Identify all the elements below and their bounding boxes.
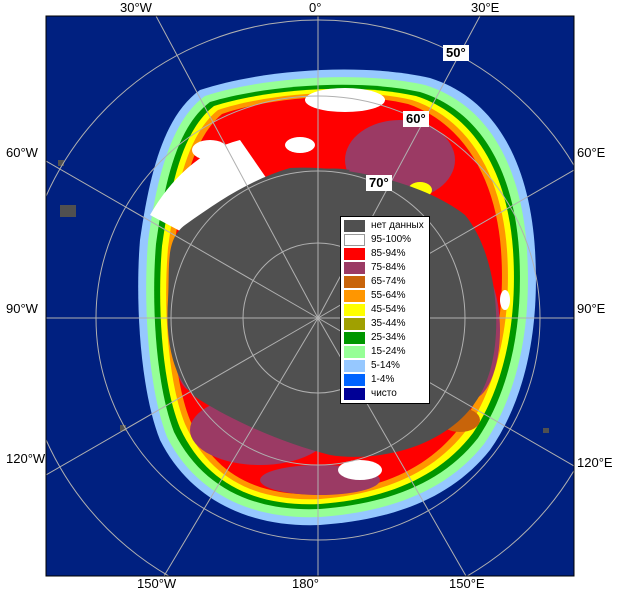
legend-item: 75-84% xyxy=(344,262,428,274)
legend-label: 35-44% xyxy=(371,318,406,329)
legend-label: 95-100% xyxy=(371,234,412,245)
graticule xyxy=(46,16,574,576)
lat-label-50: 50° xyxy=(443,45,469,61)
legend-item: 5-14% xyxy=(344,360,428,372)
legend-swatch xyxy=(344,248,365,260)
legend-swatch xyxy=(344,234,365,246)
legend-item: 1-4% xyxy=(344,374,428,386)
legend-item: 45-54% xyxy=(344,304,428,316)
lon-label-60w: 60°W xyxy=(6,145,38,160)
lat-label-70: 70° xyxy=(366,175,392,191)
lon-label-150e: 150°E xyxy=(449,576,485,591)
map-frame xyxy=(45,15,575,577)
legend-swatch xyxy=(344,318,365,330)
lon-label-150w: 150°W xyxy=(137,576,177,591)
coastline-specks xyxy=(58,160,549,433)
legend-item: чисто xyxy=(344,388,428,400)
legend-item: 25-34% xyxy=(344,332,428,344)
legend-swatch xyxy=(344,346,365,358)
legend-item: 85-94% xyxy=(344,248,428,260)
legend-swatch xyxy=(344,276,365,288)
legend-label: 25-34% xyxy=(371,332,406,343)
legend-label: 15-24% xyxy=(371,346,406,357)
legend-item: 95-100% xyxy=(344,234,428,246)
legend-swatch xyxy=(344,220,365,232)
lon-label-90e: 90°E xyxy=(577,301,606,316)
lat-label-60: 60° xyxy=(403,111,429,127)
legend-label: 45-54% xyxy=(371,304,406,315)
legend-swatch xyxy=(344,374,365,386)
legend-label: 75-84% xyxy=(371,262,406,273)
legend-swatch xyxy=(344,290,365,302)
legend-item: 55-64% xyxy=(344,290,428,302)
legend-item: 35-44% xyxy=(344,318,428,330)
lon-label-90w: 90°W xyxy=(6,301,38,316)
legend-label: 5-14% xyxy=(371,360,400,371)
legend-swatch xyxy=(344,304,365,316)
legend-label: чисто xyxy=(371,388,397,399)
legend-swatch xyxy=(344,360,365,372)
legend-item: 65-74% xyxy=(344,276,428,288)
legend-label: 85-94% xyxy=(371,248,406,259)
lon-label-180: 180° xyxy=(292,576,319,591)
lon-label-120e: 120°E xyxy=(577,455,613,470)
legend-label: 1-4% xyxy=(371,374,395,385)
legend-swatch xyxy=(344,332,365,344)
legend-swatch xyxy=(344,388,365,400)
lon-label-30e: 30°E xyxy=(471,0,500,15)
lon-label-0: 0° xyxy=(309,0,322,15)
concentration-legend: нет данных 95-100% 85-94% 75-84% 65-74% … xyxy=(340,216,430,404)
legend-label: 65-74% xyxy=(371,276,406,287)
lon-label-60e: 60°E xyxy=(577,145,606,160)
legend-item: нет данных xyxy=(344,220,428,232)
legend-item: 15-24% xyxy=(344,346,428,358)
lon-label-30w: 30°W xyxy=(120,0,152,15)
legend-label: 55-64% xyxy=(371,290,406,301)
legend-swatch xyxy=(344,262,365,274)
lon-label-120w: 120°W xyxy=(6,451,46,466)
legend-label: нет данных xyxy=(371,220,424,231)
